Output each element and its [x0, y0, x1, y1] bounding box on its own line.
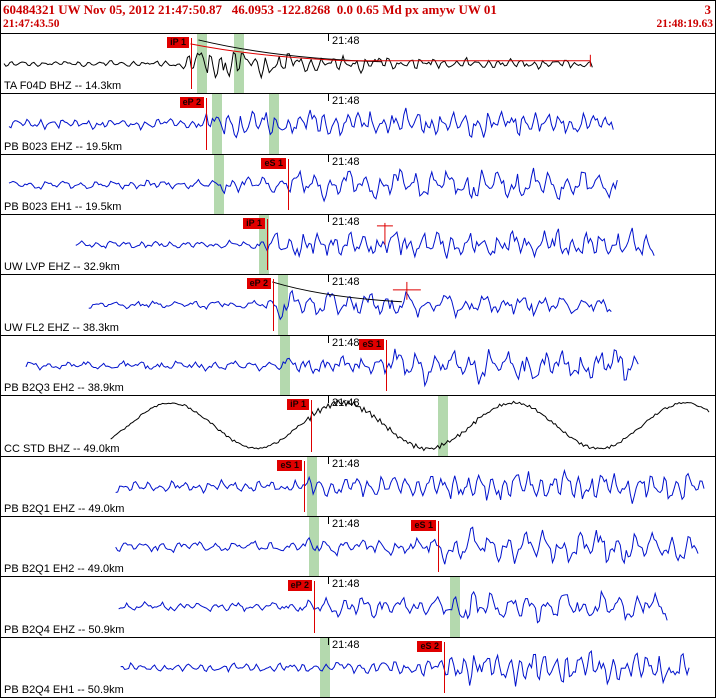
- minute-tick-mark: [328, 456, 329, 464]
- minute-time-label: 21:48: [332, 517, 360, 530]
- waveform: [115, 526, 699, 565]
- pick-marker-line[interactable]: [311, 400, 312, 452]
- minute-tick-mark: [328, 516, 329, 524]
- pick-phase-label[interactable]: eP 2: [287, 580, 312, 592]
- pick-marker-line[interactable]: [288, 158, 289, 211]
- trace-row[interactable]: eP 2 21:48 PB B2Q4 EHZ -- 50.9km: [1, 577, 715, 638]
- minute-tick-mark: [328, 34, 329, 41]
- time-window-bar: 21:47:43.50 21:48:19.63: [1, 18, 715, 33]
- event-header: 60484321 UW Nov 05, 2012 21:47:50.87 46.…: [1, 1, 715, 19]
- window-end-time: 21:48:19.63: [656, 18, 713, 30]
- minute-tick-mark: [328, 577, 329, 585]
- trace-row[interactable]: eS 2 21:48 PB B2Q4 EH1 -- 50.9km: [1, 637, 715, 697]
- pick-phase-label[interactable]: eS 2: [417, 640, 442, 652]
- station-channel-label: PB B2Q4 EHZ -- 50.9km: [4, 623, 125, 636]
- pick-phase-label[interactable]: eS 1: [261, 157, 286, 169]
- phase-window-band: [269, 94, 279, 154]
- waveform: [25, 348, 639, 388]
- waveform: [120, 649, 690, 687]
- trace-row[interactable]: iP 1 21:48 CC STD BHZ -- 49.0km: [1, 396, 715, 457]
- minute-tick-mark: [328, 637, 329, 645]
- event-summary: 60484321 UW Nov 05, 2012 21:47:50.87 46.…: [3, 2, 497, 17]
- station-channel-label: UW FL2 EHZ -- 38.3km: [4, 321, 119, 334]
- pick-marker-line[interactable]: [191, 38, 192, 90]
- station-channel-label: PB B2Q1 EHZ -- 49.0km: [4, 502, 125, 515]
- minute-time-label: 21:48: [332, 155, 360, 168]
- page-indicator: 3: [704, 2, 712, 17]
- minute-time-label: 21:48: [332, 457, 360, 470]
- trace-row[interactable]: eS 1 21:48 PB B023 EH1 -- 19.5km: [1, 154, 715, 216]
- waveform: [115, 468, 705, 504]
- phase-window-band: [309, 516, 319, 577]
- trace-row[interactable]: eP 2 21:48 UW FL2 EHZ -- 38.3km: [1, 275, 715, 336]
- phase-window-band: [450, 577, 460, 637]
- waveform: [8, 108, 614, 139]
- waveform: [8, 167, 618, 203]
- pick-marker-line[interactable]: [386, 339, 387, 392]
- trace-row[interactable]: eS 1 21:48 PB B2Q3 EH2 -- 38.9km: [1, 335, 715, 397]
- pick-phase-label[interactable]: eP 2: [179, 97, 204, 109]
- trace-row[interactable]: eP 2 21:48 PB B023 EHZ -- 19.5km: [1, 94, 715, 155]
- trace-row[interactable]: eS 1 21:48 PB B2Q1 EH2 -- 49.0km: [1, 516, 715, 578]
- waveform: [110, 399, 710, 452]
- phase-window-band: [280, 335, 290, 396]
- minute-time-label: 21:48: [332, 638, 360, 651]
- trace-list: iP 1 21:48 TA F04D BHZ -- 14.3km eP 2 21…: [1, 33, 715, 697]
- phase-window-band: [197, 34, 207, 94]
- pick-marker-line[interactable]: [206, 98, 207, 150]
- minute-time-label: 21:48: [332, 397, 360, 410]
- waveform: [75, 222, 655, 259]
- minute-time-label: 21:48: [332, 35, 360, 47]
- minute-tick-mark: [328, 154, 329, 162]
- minute-time-label: 21:48: [332, 336, 360, 349]
- pick-phase-label[interactable]: eP 2: [246, 278, 271, 290]
- station-channel-label: PB B2Q4 EH1 -- 50.9km: [4, 683, 124, 696]
- window-start-time: 21:47:43.50: [3, 18, 60, 30]
- phase-window-band: [278, 275, 288, 335]
- waveform: [88, 281, 612, 321]
- phase-window-band: [212, 94, 222, 154]
- minute-tick-mark: [328, 335, 329, 343]
- pick-marker-line[interactable]: [267, 219, 268, 271]
- pick-phase-label[interactable]: iP 1: [167, 37, 189, 48]
- pick-phase-label[interactable]: eS 1: [359, 338, 384, 350]
- pick-phase-label[interactable]: eS 1: [411, 519, 436, 531]
- waveform: [118, 589, 668, 624]
- pick-phase-label[interactable]: eS 1: [277, 459, 302, 471]
- station-channel-label: PB B2Q3 EH2 -- 38.9km: [4, 382, 124, 395]
- trace-row[interactable]: eS 1 21:48 PB B2Q1 EHZ -- 49.0km: [1, 456, 715, 517]
- minute-tick-mark: [328, 215, 329, 223]
- minute-tick-mark: [328, 275, 329, 283]
- pick-marker-line[interactable]: [444, 641, 445, 693]
- pick-phase-label[interactable]: iP 1: [287, 399, 309, 411]
- pick-marker-line[interactable]: [314, 581, 315, 633]
- station-channel-label: CC STD BHZ -- 49.0km: [4, 442, 120, 455]
- minute-tick-mark: [328, 396, 329, 404]
- phase-window-band: [438, 396, 448, 456]
- phase-window-band: [234, 34, 244, 94]
- minute-time-label: 21:48: [332, 578, 360, 591]
- pick-marker-line[interactable]: [273, 279, 274, 331]
- pick-phase-label[interactable]: iP 1: [243, 218, 265, 230]
- station-channel-label: PB B2Q1 EH2 -- 49.0km: [4, 563, 124, 576]
- station-channel-label: PB B023 EHZ -- 19.5km: [4, 140, 122, 153]
- minute-time-label: 21:48: [332, 95, 360, 108]
- minute-tick-mark: [328, 94, 329, 102]
- waveform: [3, 39, 593, 80]
- trace-row[interactable]: iP 1 21:48 TA F04D BHZ -- 14.3km: [1, 34, 715, 95]
- phase-window-band: [320, 637, 330, 697]
- trace-row[interactable]: iP 1 21:48 UW LVP EHZ -- 32.9km: [1, 215, 715, 276]
- station-channel-label: TA F04D BHZ -- 14.3km: [4, 80, 122, 93]
- station-channel-label: PB B023 EH1 -- 19.5km: [4, 201, 122, 214]
- minute-time-label: 21:48: [332, 216, 360, 229]
- pick-marker-line[interactable]: [438, 520, 439, 573]
- pick-marker-line[interactable]: [304, 460, 305, 512]
- minute-time-label: 21:48: [332, 276, 360, 289]
- station-channel-label: UW LVP EHZ -- 32.9km: [4, 261, 120, 274]
